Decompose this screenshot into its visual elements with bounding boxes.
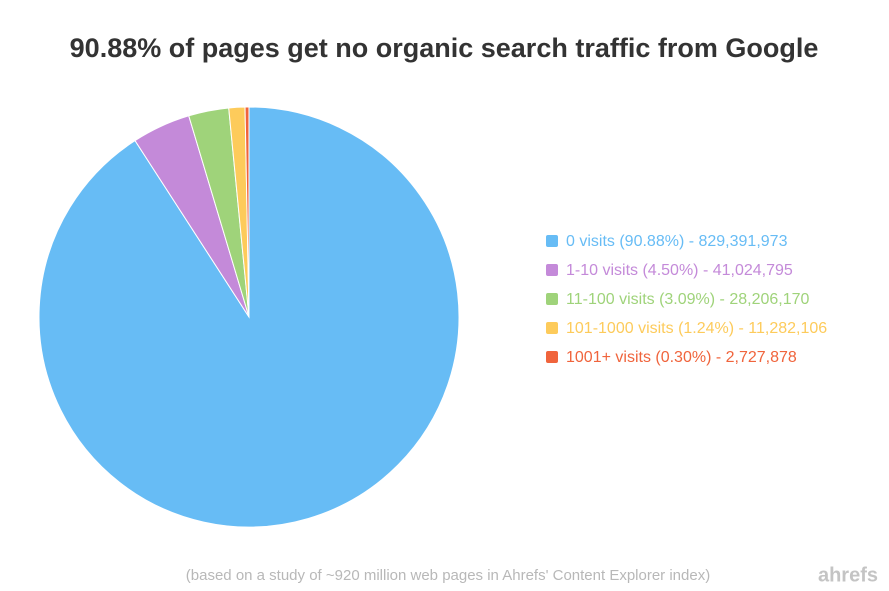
legend-label: 11-100 visits (3.09%) - 28,206,170: [566, 291, 810, 308]
chart-title: 90.88% of pages get no organic search tr…: [70, 33, 819, 63]
legend-label: 0 visits (90.88%) - 829,391,973: [566, 233, 788, 250]
footnote: (based on a study of ~920 million web pa…: [186, 567, 710, 584]
legend-marker: [546, 322, 558, 334]
legend-marker: [546, 293, 558, 305]
legend-label: 1001+ visits (0.30%) - 2,727,878: [566, 349, 797, 366]
brand-logo: ahrefs: [818, 564, 878, 586]
legend-marker: [546, 235, 558, 247]
legend-marker: [546, 264, 558, 276]
legend-marker: [546, 351, 558, 363]
legend-label: 101-1000 visits (1.24%) - 11,282,106: [566, 320, 827, 337]
legend-label: 1-10 visits (4.50%) - 41,024,795: [566, 262, 793, 279]
pie-slice: [244, 106, 250, 318]
